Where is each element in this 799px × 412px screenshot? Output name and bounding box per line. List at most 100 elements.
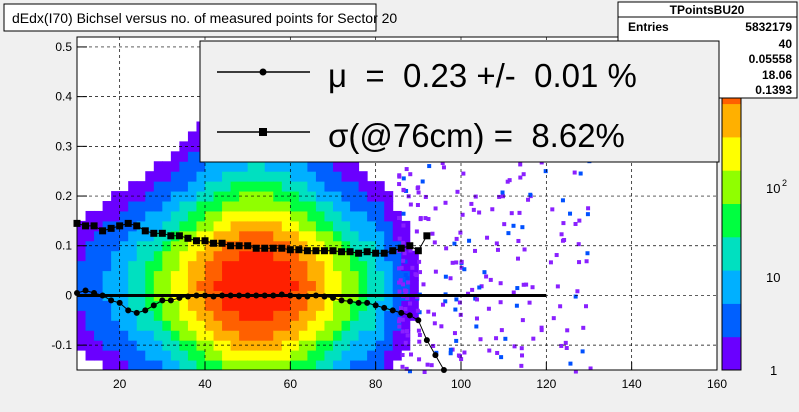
heat-cell xyxy=(358,220,368,232)
mean-point xyxy=(287,292,294,299)
heat-cell xyxy=(145,280,155,291)
heat-cell xyxy=(170,320,180,331)
sigma-point xyxy=(227,242,235,250)
sigma-point xyxy=(286,246,294,254)
heat-cell xyxy=(290,201,300,212)
heat-cell xyxy=(170,270,180,282)
sparse-cell xyxy=(398,278,403,283)
heat-cell xyxy=(298,230,308,242)
heat-cell xyxy=(153,181,163,192)
sparse-cell xyxy=(581,325,586,330)
heat-cell xyxy=(333,300,343,311)
stats-row-2-value: 40 xyxy=(779,37,793,51)
heat-cell xyxy=(324,161,334,172)
sparse-cell xyxy=(402,251,407,256)
sparse-cell xyxy=(397,289,402,294)
heat-cell xyxy=(281,250,291,262)
sparse-cell xyxy=(565,328,570,333)
heat-cell xyxy=(247,210,257,222)
heat-cell xyxy=(196,300,206,311)
palette-band xyxy=(722,203,741,238)
sparse-cell xyxy=(466,291,471,296)
heat-cell xyxy=(333,230,343,242)
heat-cell xyxy=(196,310,206,321)
heat-cell xyxy=(102,220,112,232)
palette-label-1: 1 xyxy=(770,363,777,378)
sparse-cell xyxy=(423,216,428,221)
heat-cell xyxy=(256,330,266,341)
heat-cell xyxy=(375,230,385,242)
heat-cell xyxy=(170,201,180,212)
heat-cell xyxy=(298,240,308,252)
heat-cell xyxy=(358,181,368,192)
heat-cell xyxy=(273,280,283,291)
palette-label-10: 10 xyxy=(766,270,780,285)
heat-cell xyxy=(196,320,206,331)
heat-cell xyxy=(162,350,172,361)
heat-cell xyxy=(307,320,317,331)
heat-cell xyxy=(367,201,377,212)
sparse-cell xyxy=(408,172,413,177)
heat-cell xyxy=(196,240,206,252)
heat-cell xyxy=(247,250,257,262)
heat-cell xyxy=(230,230,240,242)
heat-cell xyxy=(213,260,223,272)
sparse-cell xyxy=(578,171,583,176)
heat-cell xyxy=(153,310,163,321)
heat-cell xyxy=(136,310,146,321)
heat-cell xyxy=(222,280,232,291)
palette-band xyxy=(722,336,741,371)
heat-cell xyxy=(264,161,274,172)
heat-cell xyxy=(273,310,283,321)
legend-mean-text: μ = 0.23 +/- 0.01 % xyxy=(328,57,637,94)
sparse-cell xyxy=(474,316,479,321)
heat-cell xyxy=(111,260,121,272)
heat-cell xyxy=(222,330,232,341)
heat-cell xyxy=(315,330,325,341)
sparse-cell xyxy=(415,203,420,208)
heat-cell xyxy=(264,250,274,262)
heat-cell xyxy=(179,181,189,192)
heat-cell xyxy=(102,330,112,341)
heat-cell xyxy=(119,340,129,351)
heat-cell xyxy=(358,280,368,291)
heat-cell xyxy=(239,310,249,321)
plot-frame xyxy=(76,36,718,371)
mean-point xyxy=(193,292,200,299)
heat-cell xyxy=(392,260,402,272)
heat-cell xyxy=(281,330,291,341)
sparse-cell xyxy=(482,270,487,275)
x-tick-label: 140 xyxy=(622,377,642,391)
sparse-cell xyxy=(405,296,410,301)
sparse-cell xyxy=(417,259,422,264)
heat-cell xyxy=(239,250,249,262)
heat-cell xyxy=(128,220,138,232)
heat-cell xyxy=(94,310,104,321)
heat-cell xyxy=(281,201,291,212)
heat-cell xyxy=(230,181,240,192)
heat-cell xyxy=(153,360,163,371)
heat-cell xyxy=(213,320,223,331)
heat-cell xyxy=(94,270,104,282)
sparse-cell xyxy=(572,170,577,175)
heat-cell xyxy=(315,240,325,252)
heat-cell xyxy=(375,240,385,252)
sparse-cell xyxy=(514,303,519,308)
heat-cell xyxy=(179,161,189,172)
heat-cell xyxy=(85,270,95,282)
heat-cell xyxy=(247,230,257,242)
heat-cell xyxy=(341,191,351,202)
sigma-point xyxy=(338,248,346,256)
heat-cell xyxy=(136,330,146,341)
sparse-cell xyxy=(474,324,479,329)
heat-cell xyxy=(264,171,274,182)
heat-cell xyxy=(392,350,402,361)
heat-cell xyxy=(256,250,266,262)
x-tick-label: 120 xyxy=(536,377,556,391)
heat-cell xyxy=(162,260,172,272)
legend-sigma-text: σ(@76cm) = 8.62% xyxy=(328,117,625,154)
palette-band xyxy=(722,303,741,338)
heat-cell xyxy=(162,330,172,341)
heat-cell xyxy=(162,360,172,371)
heat-cell xyxy=(170,171,180,182)
